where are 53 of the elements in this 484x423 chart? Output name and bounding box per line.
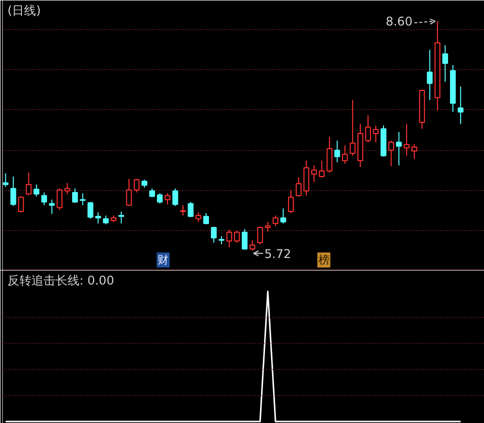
candlestick — [426, 49, 433, 101]
candlestick — [210, 226, 217, 244]
candlestick — [242, 228, 248, 250]
candlestick — [226, 229, 232, 248]
annotation: 8.60 — [386, 14, 412, 29]
candlestick — [342, 144, 348, 164]
candlestick — [18, 196, 24, 213]
candlestick — [272, 215, 278, 226]
candlestick — [264, 221, 271, 232]
candlestick — [72, 188, 78, 204]
candlestick — [365, 114, 371, 143]
candlestick — [350, 100, 356, 156]
annotation: 榜 — [318, 254, 330, 266]
candlestick — [458, 86, 464, 124]
candlestick — [56, 188, 62, 210]
candlestick — [134, 178, 140, 193]
chart-title: (日线) — [8, 4, 41, 18]
candlestick — [126, 178, 132, 206]
candlestick — [311, 164, 317, 183]
candlestick — [118, 211, 124, 224]
candlestick — [388, 140, 394, 167]
candlestick — [257, 226, 263, 245]
candlestick — [80, 192, 86, 206]
candlestick — [442, 44, 448, 82]
candlestick — [48, 199, 55, 214]
candlestick — [2, 172, 8, 188]
candlestick — [326, 136, 332, 174]
candlestick — [296, 176, 302, 197]
candlestick — [203, 212, 209, 225]
candlestick — [249, 240, 256, 252]
candlestick — [164, 192, 170, 205]
candlestick — [234, 230, 240, 244]
candlestick — [280, 208, 286, 224]
candlestick — [288, 190, 294, 214]
candlestick — [396, 131, 402, 166]
candlestick — [188, 202, 194, 218]
annotation: 5.72 — [264, 247, 292, 262]
chart-title: 反转追击长线: 0.00 — [8, 274, 114, 288]
candlestick — [195, 212, 202, 222]
candlestick — [26, 172, 32, 196]
candlestick — [64, 182, 70, 195]
candlestick — [372, 125, 379, 143]
candlestick — [41, 192, 48, 206]
candlestick — [318, 160, 325, 178]
candlestick — [303, 160, 310, 196]
candlestick — [404, 123, 410, 156]
candlestick — [172, 188, 178, 206]
annotation: 财 — [158, 254, 169, 266]
candlestick — [411, 143, 418, 160]
candlestick — [334, 140, 340, 163]
candlestick — [156, 192, 163, 204]
candlestick — [10, 176, 16, 206]
candlestick — [34, 184, 40, 197]
